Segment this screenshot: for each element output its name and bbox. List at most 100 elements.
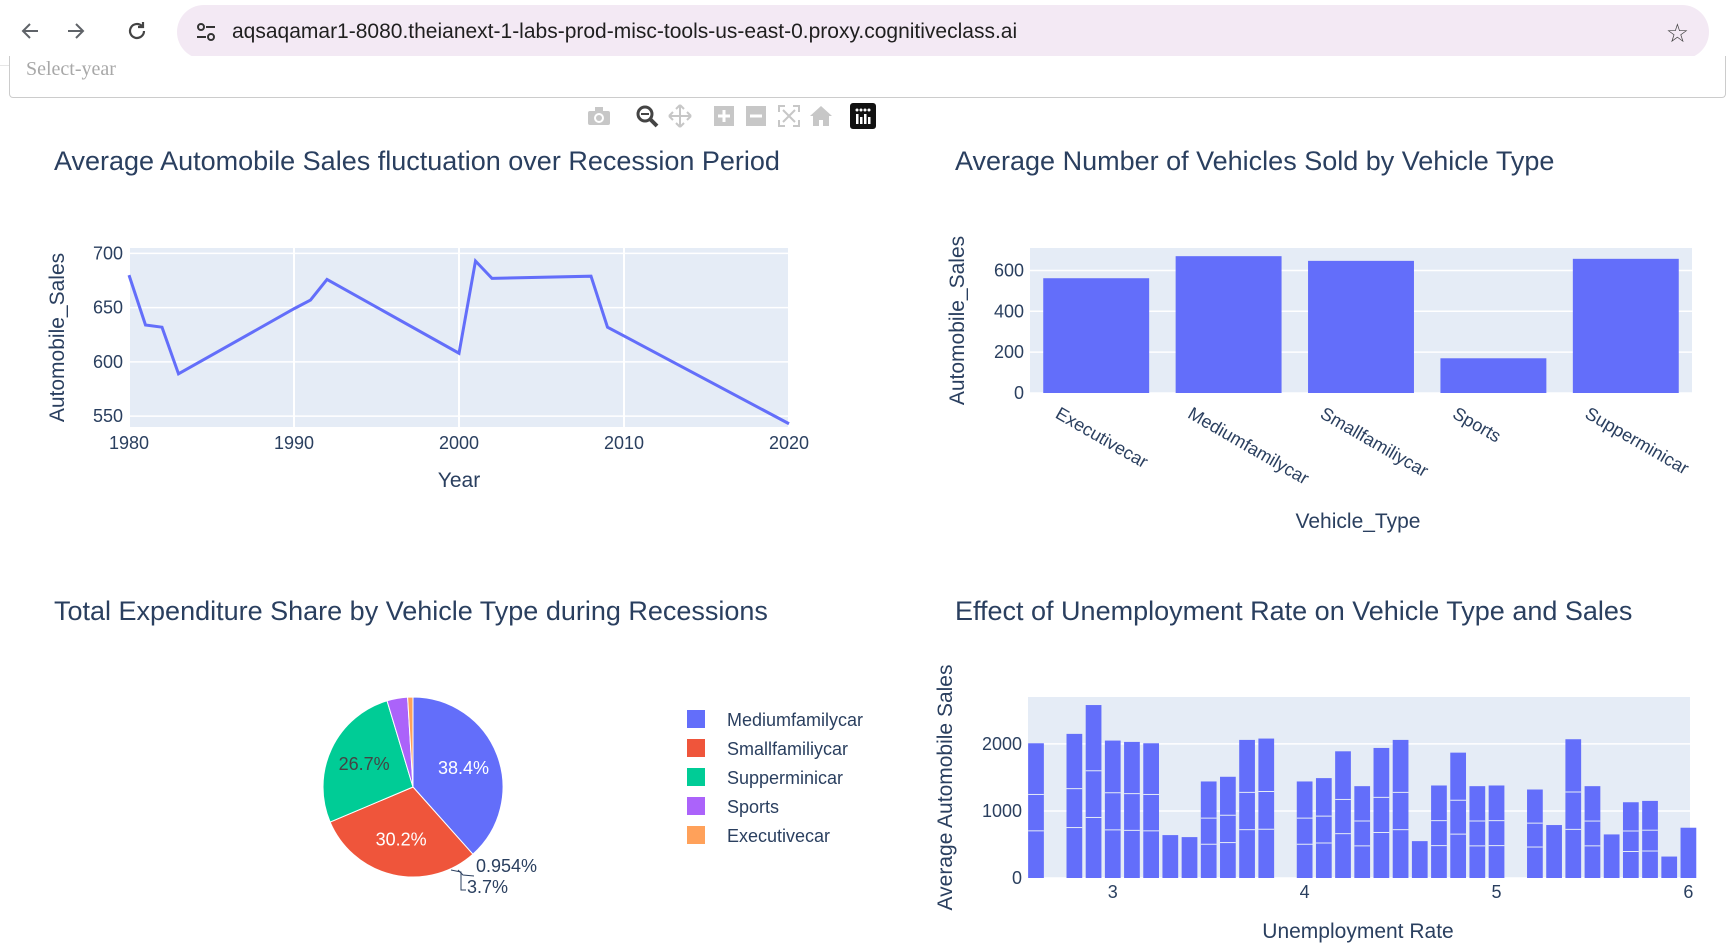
zoom-out-icon[interactable]: [742, 102, 770, 130]
unemp-x-axis-title: Unemployment Rate: [1262, 920, 1453, 943]
legend-item-supperminicar: Supperminicar: [727, 768, 843, 788]
legend-swatch: [687, 797, 705, 815]
line-x-tick-label: 1990: [274, 433, 314, 453]
zoom-in-icon[interactable]: [710, 102, 738, 130]
unemp-bar: [1527, 789, 1543, 878]
unemp-bar: [1104, 740, 1121, 878]
browser-toolbar: aqsaqamar1-8080.theianext-1-labs-prod-mi…: [0, 0, 1726, 66]
unemp-bar: [1296, 781, 1313, 878]
bar-x-tick-label: Supperminicar: [1582, 403, 1693, 478]
unemp-bar: [1584, 786, 1601, 878]
unemp-bar: [1028, 743, 1044, 878]
legend-swatch: [687, 768, 705, 786]
unemp-bar: [1143, 743, 1159, 878]
bar-x-axis-title: Vehicle_Type: [1296, 510, 1421, 533]
home-icon[interactable]: [807, 102, 835, 130]
bar-y-tick-label: 400: [994, 301, 1024, 321]
dropdown-placeholder: Select-year: [26, 58, 116, 80]
pan-icon[interactable]: [666, 102, 694, 130]
line-y-tick-label: 550: [93, 406, 123, 426]
unemp-bar: [1642, 800, 1658, 878]
pie-slice-mediumfamilycar: [412, 696, 504, 855]
bar-chart-title: Average Number of Vehicles Sold by Vehic…: [955, 146, 1555, 176]
pie-slice-smallfamiliycar: [329, 786, 474, 878]
bar-y-tick-label: 600: [994, 260, 1024, 280]
bar-mediumfamilycar: [1175, 256, 1282, 393]
reload-icon: [128, 22, 146, 40]
back-button[interactable]: [12, 13, 48, 49]
bar-x-tick-label: Sports: [1449, 403, 1504, 446]
unemp-bar: [1565, 739, 1582, 878]
line-x-tick-label: 2000: [439, 433, 479, 453]
unemp-y-tick-label: 0: [1012, 868, 1022, 888]
bar-x-tick-label: Mediumfamilycar: [1185, 403, 1313, 488]
line-y-axis-title: Automobile_Sales: [46, 253, 69, 422]
tune-icon[interactable]: [195, 21, 217, 43]
unemp-bar: [1162, 835, 1179, 878]
pie-slice-label-outside: 3.7%: [467, 877, 508, 897]
unemp-bar: [1469, 786, 1486, 878]
plotly-logo-icon[interactable]: [849, 102, 877, 130]
star-icon[interactable]: ☆: [1665, 18, 1689, 48]
autoscale-icon[interactable]: [775, 102, 803, 130]
bar-sports: [1440, 358, 1547, 393]
reload-button[interactable]: [119, 13, 155, 49]
line-y-tick-label: 600: [93, 352, 123, 372]
bar-x-tick-label: Executivecar: [1052, 403, 1151, 472]
unemp-bar: [1335, 751, 1351, 878]
unemp-x-tick-label: 3: [1108, 882, 1118, 902]
pie-leader-line: [450, 869, 466, 891]
unemp-bar: [1220, 776, 1236, 878]
unemp-x-tick-label: 6: [1683, 882, 1693, 902]
unemp-bar: [1200, 781, 1217, 878]
unemp-y-tick-label: 1000: [982, 801, 1022, 821]
unemp-bar: [1124, 741, 1140, 878]
line-series-sales: [127, 257, 790, 426]
bar-y-tick-label: 200: [994, 342, 1024, 362]
legend-item-mediumfamilycar: Mediumfamilycar: [727, 710, 863, 730]
unemp-bar: [1622, 802, 1639, 878]
url-text[interactable]: aqsaqamar1-8080.theianext-1-labs-prod-mi…: [232, 20, 1018, 43]
line-x-tick-label: 1980: [109, 433, 149, 453]
line-x-tick-label: 2020: [769, 433, 809, 453]
legend-swatch: [687, 739, 705, 757]
legend-item-smallfamiliycar: Smallfamiliycar: [727, 739, 848, 759]
address-bar[interactable]: aqsaqamar1-8080.theianext-1-labs-prod-mi…: [177, 5, 1709, 59]
unemployment-chart-title: Effect of Unemployment Rate on Vehicle T…: [955, 596, 1633, 626]
bar-y-tick-label: 0: [1014, 383, 1024, 403]
unemp-bar: [1066, 733, 1083, 878]
unemp-bar: [1450, 752, 1467, 878]
pie-leader-line: [457, 869, 475, 877]
unemp-bar: [1354, 786, 1371, 878]
bar-executivecar: [1043, 278, 1150, 393]
unemp-x-tick-label: 4: [1300, 882, 1310, 902]
bar-y-axis-title: Automobile_Sales: [946, 236, 969, 405]
line-y-tick-label: 700: [93, 243, 123, 263]
bar-supperminicar: [1572, 258, 1679, 393]
pie-chart-title: Total Expenditure Share by Vehicle Type …: [54, 596, 768, 626]
unemp-x-tick-label: 5: [1492, 882, 1502, 902]
line-y-tick-label: 650: [93, 298, 123, 318]
legend-item-sports: Sports: [727, 797, 779, 817]
line-chart-title: Average Automobile Sales fluctuation ove…: [54, 146, 780, 176]
legend-swatch: [687, 826, 705, 844]
pie-slice-label-outside: 0.954%: [476, 856, 537, 876]
bar-x-tick-label: Smallfamiliycar: [1317, 403, 1432, 481]
unemp-bar: [1085, 705, 1102, 878]
year-dropdown[interactable]: Select-year: [9, 56, 1726, 98]
arrow-left-icon: [21, 23, 38, 39]
camera-icon[interactable]: [585, 102, 613, 130]
bar-smallfamiliycar: [1308, 260, 1414, 393]
unemp-bar: [1181, 837, 1198, 878]
legend-item-executivecar: Executivecar: [727, 826, 830, 846]
unemp-y-tick-label: 2000: [982, 734, 1022, 754]
legend-swatch: [687, 710, 705, 728]
unemp-bar: [1411, 841, 1428, 878]
zoom-icon[interactable]: [633, 102, 661, 130]
forward-button[interactable]: [58, 13, 94, 49]
unemp-bar: [1392, 739, 1409, 878]
unemp-bar: [1661, 856, 1678, 878]
arrow-right-icon: [68, 23, 85, 39]
pie-slice-label: 30.2%: [376, 830, 427, 850]
